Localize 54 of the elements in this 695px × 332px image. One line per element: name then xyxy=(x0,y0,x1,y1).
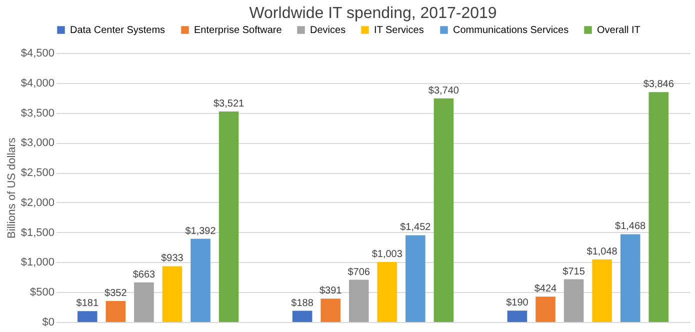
legend-label: Devices xyxy=(310,25,346,36)
bar xyxy=(620,234,640,322)
bar xyxy=(648,92,669,322)
legend-label: Enterprise Software xyxy=(194,25,282,36)
bar xyxy=(77,311,98,322)
bar xyxy=(292,310,312,322)
bar xyxy=(320,298,340,322)
bar xyxy=(507,310,528,322)
data-label: $715 xyxy=(562,266,586,278)
data-label: $706 xyxy=(348,266,370,278)
y-tick-label: $1,500 xyxy=(20,226,54,239)
data-label: $663 xyxy=(132,269,156,280)
bar xyxy=(406,235,426,322)
data-label: $424 xyxy=(534,284,558,295)
y-tick-label: $3,500 xyxy=(20,107,54,120)
y-tick-label: $2,500 xyxy=(20,167,54,180)
y-tick-label: $4,500 xyxy=(20,48,54,60)
y-tick-label: $2,000 xyxy=(20,196,54,209)
legend-label: Communications Services xyxy=(453,25,569,36)
data-label: $352 xyxy=(104,288,128,299)
data-label: $3,521 xyxy=(213,98,245,110)
bar xyxy=(218,112,239,322)
y-tick-label: $0 xyxy=(42,316,54,328)
data-label: $1,468 xyxy=(615,221,646,232)
data-label: $188 xyxy=(291,298,314,309)
data-label: $1,048 xyxy=(586,246,618,258)
data-label: $1,392 xyxy=(185,226,216,237)
legend-label: Data Center Systems xyxy=(70,25,166,36)
bar xyxy=(592,259,612,322)
y-axis-title: Billions of US dollars xyxy=(6,137,18,238)
y-tick-label: $1,000 xyxy=(20,256,54,269)
data-label: $933 xyxy=(161,253,184,264)
bar xyxy=(536,296,556,322)
bar xyxy=(190,238,210,322)
data-label: $181 xyxy=(76,298,99,310)
data-label: $391 xyxy=(319,286,342,297)
y-tick-label: $3,000 xyxy=(20,137,54,150)
y-tick-label: $4,000 xyxy=(20,77,54,90)
bar xyxy=(564,279,584,322)
bar xyxy=(162,266,182,322)
chart-title: Worldwide IT spending, 2017-2019 xyxy=(249,5,497,22)
bar xyxy=(348,280,369,322)
legend-label: Overall IT xyxy=(597,25,640,36)
bar xyxy=(106,300,126,322)
bar xyxy=(377,262,398,322)
data-label: $1,452 xyxy=(400,222,432,234)
y-tick-label: $500 xyxy=(30,286,54,299)
bar xyxy=(134,282,154,322)
data-label: $3,846 xyxy=(643,79,674,90)
data-label: $3,740 xyxy=(428,85,460,96)
legend-label: IT Services xyxy=(374,25,424,36)
data-label: $1,003 xyxy=(372,249,403,260)
bar xyxy=(434,98,454,322)
data-label: $190 xyxy=(506,298,529,309)
